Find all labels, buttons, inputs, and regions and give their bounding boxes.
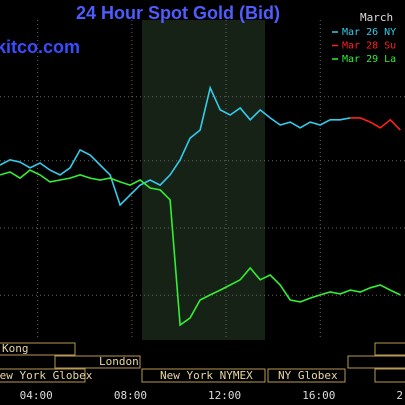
x-tick-label: 2 xyxy=(396,389,403,402)
session-label: Kong xyxy=(2,342,29,355)
chart-title: 24 Hour Spot Gold (Bid) xyxy=(76,3,280,23)
session-box xyxy=(54,355,141,369)
session-box xyxy=(0,342,76,356)
watermark: kitco.com xyxy=(0,37,80,57)
session-label: NY Globex xyxy=(278,369,338,382)
session-shade xyxy=(142,20,265,340)
session-box xyxy=(374,342,405,356)
session-box xyxy=(141,368,266,383)
legend-label: Mar 26 NY xyxy=(342,27,396,38)
session-box xyxy=(0,368,86,383)
session-box xyxy=(347,355,405,369)
session-boxes xyxy=(0,342,405,383)
session-label: New York Globex xyxy=(0,369,93,382)
legend-label: Mar 29 La xyxy=(342,54,396,65)
x-tick-label: 04:00 xyxy=(20,389,53,402)
series-line xyxy=(350,117,401,131)
session-box xyxy=(374,368,405,383)
legend-label: Mar 28 Su xyxy=(342,41,396,52)
series-line xyxy=(0,169,401,327)
session-box xyxy=(267,368,346,383)
x-tick-label: 08:00 xyxy=(114,389,147,402)
series-line xyxy=(0,85,351,207)
x-tick-label: 12:00 xyxy=(208,389,241,402)
session-label: New York NYMEX xyxy=(160,369,253,382)
legend-title: March xyxy=(360,11,393,24)
session-label: London xyxy=(99,355,139,368)
session-labels: Kong London New York Globex New York NYM… xyxy=(0,342,338,382)
x-tick-label: 16:00 xyxy=(302,389,335,402)
